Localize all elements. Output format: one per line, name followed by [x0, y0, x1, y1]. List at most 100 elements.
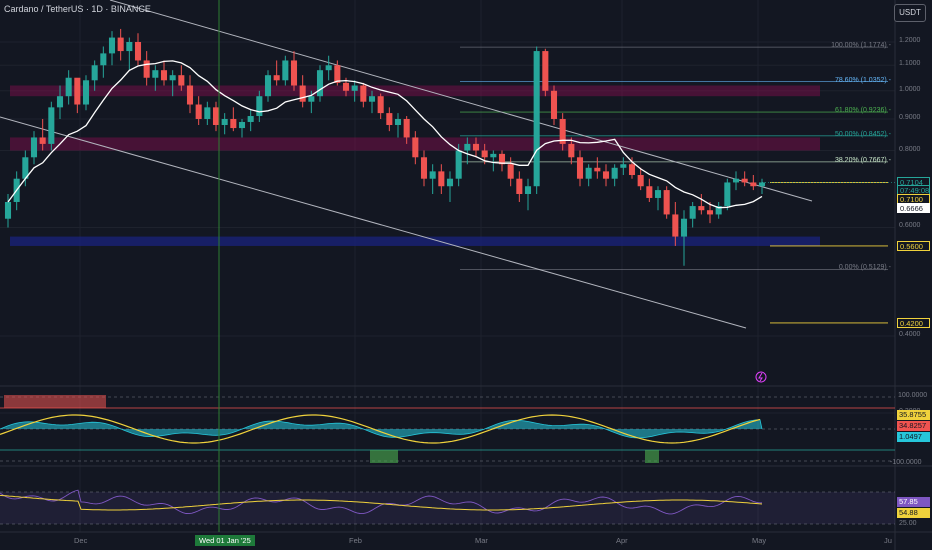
fib-label: 61.80% (0.9236) -	[834, 107, 891, 115]
candle-body	[429, 171, 436, 179]
candle-body	[637, 175, 644, 187]
candle-body	[82, 80, 90, 105]
candle-body	[238, 121, 246, 129]
osc-value-tag: 34.8257	[897, 421, 930, 431]
candle-body	[273, 75, 280, 81]
rsi-tick: 25.00	[899, 520, 917, 527]
price-tag: 0.6666	[897, 202, 930, 213]
candle-body	[403, 118, 410, 138]
rsi-line	[0, 489, 762, 515]
candle-body	[282, 60, 289, 81]
candle-body	[221, 118, 228, 126]
candle-body	[264, 75, 272, 97]
candle-body	[559, 118, 566, 144]
candle-body	[585, 167, 592, 179]
candle-body	[594, 167, 601, 172]
candle-body	[724, 182, 731, 207]
candle-body	[56, 96, 64, 108]
candle-body	[472, 143, 480, 151]
candles	[4, 28, 895, 266]
candle-body	[412, 137, 419, 158]
fib-label: 78.60% (1.0352) -	[834, 76, 891, 84]
candle-body	[516, 178, 523, 194]
support-zone	[10, 236, 820, 246]
candle-body	[368, 96, 376, 102]
oscillator-pane	[0, 395, 895, 463]
currency-button[interactable]: USDT	[894, 4, 926, 22]
candle-body	[672, 214, 679, 237]
candle-body	[698, 206, 705, 211]
candle-body	[646, 186, 653, 198]
time-label: Feb	[349, 536, 362, 545]
candle-body	[420, 157, 428, 179]
time-label: Ju	[884, 536, 892, 545]
candle-body	[160, 70, 168, 81]
candle-body	[542, 51, 549, 91]
candle-body	[680, 218, 688, 237]
rsi-pane	[0, 489, 895, 525]
osc-oversold-zone	[645, 450, 659, 463]
candle-body	[290, 60, 298, 86]
candle-body	[741, 178, 748, 183]
rsi-band	[0, 492, 895, 524]
osc-overbought-zone	[4, 395, 106, 408]
candle-body	[628, 164, 636, 176]
time-label: Mar	[475, 536, 488, 545]
candle-body	[48, 107, 55, 144]
candle-body	[230, 118, 237, 129]
rsi-value-tag: 54.88	[897, 508, 930, 518]
candle-body	[108, 37, 116, 54]
rsi-value-tag: 57.85	[897, 497, 930, 507]
candle-body	[39, 137, 46, 144]
price-tick: 0.8000	[899, 145, 921, 153]
moving-average	[7, 60, 763, 209]
channel-lower	[0, 116, 747, 329]
candle-body	[602, 171, 610, 179]
osc-value-tag: 35.8755	[897, 410, 930, 420]
candle-body	[394, 118, 402, 126]
candle-body	[455, 150, 462, 179]
candle-body	[438, 171, 445, 187]
candle-body	[750, 182, 757, 187]
sma-line	[7, 60, 763, 209]
fib-label: 0.00% (0.5129) -	[838, 264, 891, 272]
candle-body	[169, 75, 176, 81]
candle-body	[732, 178, 740, 183]
candle-body	[325, 65, 332, 71]
osc-oversold-zone	[370, 450, 398, 463]
time-highlight: Wed 01 Jan '25	[195, 535, 255, 546]
candle-body	[689, 206, 696, 219]
candle-body	[507, 164, 514, 179]
price-tick: 1.0000	[899, 85, 921, 93]
osc-tick: 100.0000	[898, 392, 928, 399]
candle-body	[342, 82, 350, 91]
candle-body	[152, 70, 159, 78]
candle-body	[550, 90, 558, 119]
osc-tick: -100.0000	[890, 459, 922, 466]
price-tick: 0.4000	[899, 331, 921, 338]
candle-body	[74, 77, 81, 105]
candle-body	[524, 186, 532, 194]
candle-body	[620, 164, 627, 168]
rsi-ma-line	[0, 494, 763, 511]
candle-body	[4, 201, 12, 219]
candle-body	[360, 85, 367, 102]
candle-body	[490, 153, 497, 158]
candle-body	[247, 116, 254, 122]
osc-value-tag: 1.0497	[897, 432, 930, 442]
time-label: Dec	[74, 536, 88, 545]
candle-body	[533, 51, 540, 187]
candle-body	[377, 96, 384, 114]
fib-label: 38.20% (0.7667) -	[834, 156, 891, 164]
candle-body	[334, 65, 341, 83]
price-tag: 0.4200	[897, 317, 930, 328]
candle-body	[256, 96, 263, 117]
candle-body	[30, 137, 38, 158]
resistance-zone	[10, 85, 820, 97]
price-tick: 0.9000	[899, 113, 921, 121]
alert-icon[interactable]	[755, 371, 767, 383]
candle-body	[446, 178, 454, 187]
candle-body	[481, 150, 488, 158]
candle-body	[178, 75, 185, 86]
